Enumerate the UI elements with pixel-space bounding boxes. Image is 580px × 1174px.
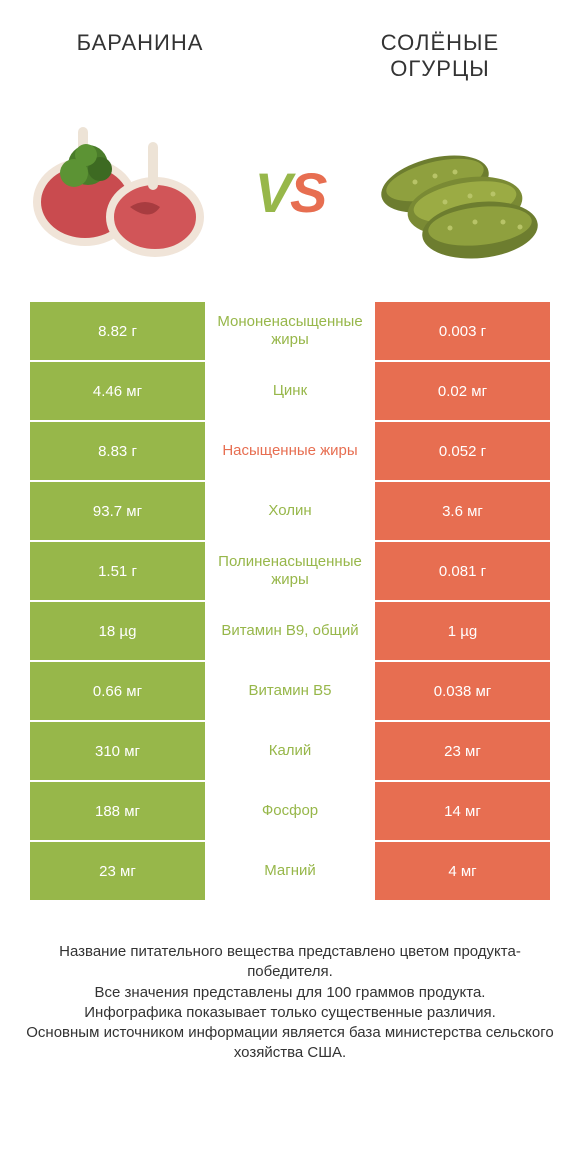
cucumber-icon (375, 122, 545, 262)
cell-nutrient-label: Магний (205, 842, 375, 900)
cell-right-value: 0.052 г (375, 422, 550, 480)
table-row: 23 мгМагний4 мг (30, 842, 550, 900)
cell-left-value: 18 µg (30, 602, 205, 660)
cell-nutrient-label: Цинк (205, 362, 375, 420)
cell-right-value: 0.038 мг (375, 662, 550, 720)
footer-line-3: Инфографика показывает только существенн… (24, 1003, 556, 1023)
comparison-table: 8.82 гМононенасыщенные жиры0.003 г4.46 м… (0, 302, 580, 900)
footer-line-4: Основным источником информации является … (24, 1023, 556, 1064)
cell-nutrient-label: Мононенасыщенные жиры (205, 302, 375, 360)
cell-right-value: 14 мг (375, 782, 550, 840)
lamb-icon (30, 117, 210, 267)
cell-right-value: 0.02 мг (375, 362, 550, 420)
table-row: 4.46 мгЦинк0.02 мг (30, 362, 550, 420)
cell-nutrient-label: Калий (205, 722, 375, 780)
cell-right-value: 3.6 мг (375, 482, 550, 540)
images-row: VS (0, 92, 580, 302)
cell-right-value: 0.081 г (375, 542, 550, 600)
vs-v: V (255, 160, 290, 225)
cell-left-value: 93.7 мг (30, 482, 205, 540)
cell-left-value: 8.83 г (30, 422, 205, 480)
cell-left-value: 8.82 г (30, 302, 205, 360)
vs-s: S (290, 160, 325, 225)
cucumber-image (370, 112, 550, 272)
footer: Название питательного вещества представл… (0, 902, 580, 1064)
table-row: 93.7 мгХолин3.6 мг (30, 482, 550, 540)
table-row: 188 мгФосфор14 мг (30, 782, 550, 840)
table-row: 0.66 мгВитамин B50.038 мг (30, 662, 550, 720)
cell-nutrient-label: Полиненасыщенные жиры (205, 542, 375, 600)
footer-line-2: Все значения представлены для 100 граммо… (24, 983, 556, 1003)
cell-left-value: 4.46 мг (30, 362, 205, 420)
cell-right-value: 0.003 г (375, 302, 550, 360)
cell-nutrient-label: Фосфор (205, 782, 375, 840)
cell-left-value: 310 мг (30, 722, 205, 780)
cell-left-value: 1.51 г (30, 542, 205, 600)
table-row: 8.82 гМононенасыщенные жиры0.003 г (30, 302, 550, 360)
vs-label: VS (255, 160, 326, 225)
cell-nutrient-label: Витамин B5 (205, 662, 375, 720)
header: БАРАНИНА СОЛЁНЫЕ ОГУРЦЫ (0, 0, 580, 92)
title-right: СОЛЁНЫЕ ОГУРЦЫ (340, 30, 540, 82)
footer-line-1: Название питательного вещества представл… (24, 942, 556, 983)
cell-left-value: 0.66 мг (30, 662, 205, 720)
cell-nutrient-label: Витамин B9, общий (205, 602, 375, 660)
title-left: БАРАНИНА (40, 30, 240, 82)
lamb-image (30, 112, 210, 272)
cell-left-value: 188 мг (30, 782, 205, 840)
table-row: 18 µgВитамин B9, общий1 µg (30, 602, 550, 660)
cell-nutrient-label: Холин (205, 482, 375, 540)
cell-right-value: 4 мг (375, 842, 550, 900)
table-row: 310 мгКалий23 мг (30, 722, 550, 780)
table-row: 1.51 гПолиненасыщенные жиры0.081 г (30, 542, 550, 600)
cell-nutrient-label: Насыщенные жиры (205, 422, 375, 480)
cell-right-value: 1 µg (375, 602, 550, 660)
cell-right-value: 23 мг (375, 722, 550, 780)
table-row: 8.83 гНасыщенные жиры0.052 г (30, 422, 550, 480)
cell-left-value: 23 мг (30, 842, 205, 900)
